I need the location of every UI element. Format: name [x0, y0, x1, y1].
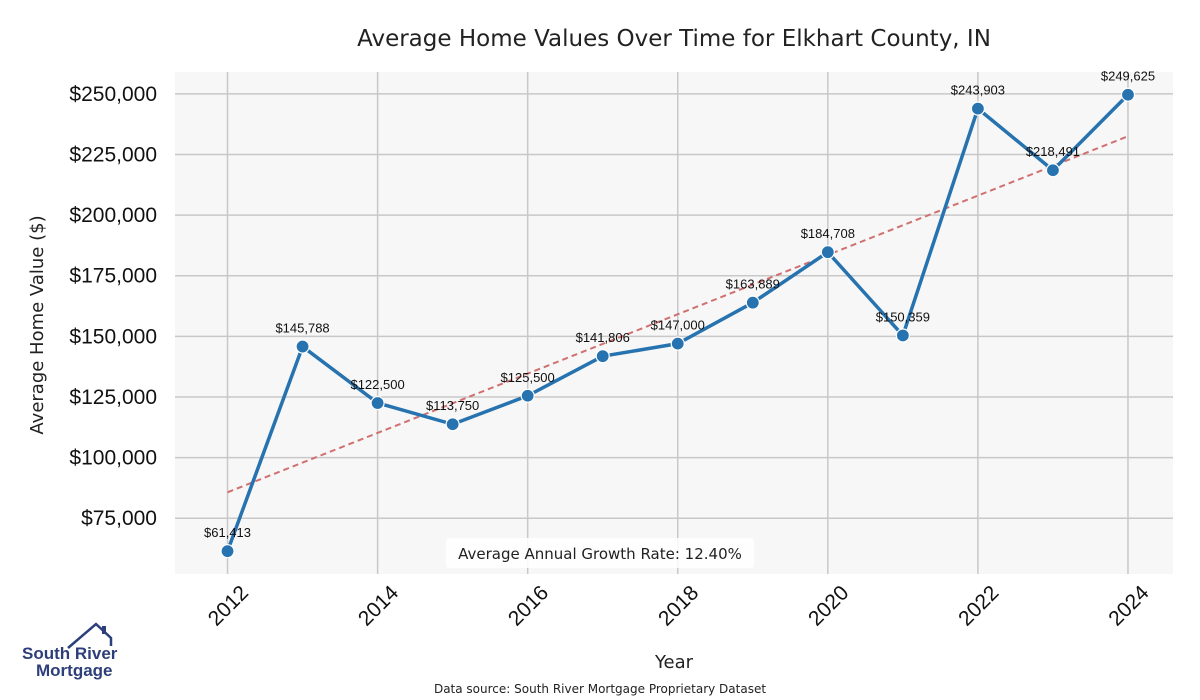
company-logo: South River Mortgage: [22, 622, 118, 680]
data-label: $125,500: [501, 370, 555, 385]
y-tick-label: $125,000: [69, 386, 157, 409]
y-tick-label: $150,000: [69, 325, 157, 348]
y-tick-label: $175,000: [69, 265, 157, 288]
data-point: [895, 328, 910, 343]
data-point: [670, 336, 685, 351]
data-point: [220, 544, 235, 559]
x-tick-label: 2022: [954, 581, 1003, 630]
data-label: $150,359: [876, 309, 930, 324]
data-label: $184,708: [801, 226, 855, 241]
data-label: $141,806: [576, 330, 630, 345]
data-point: [295, 339, 310, 354]
data-point: [970, 101, 986, 116]
grid-lines: [175, 72, 1173, 574]
data-point: [520, 388, 535, 403]
data-label: $61,413: [204, 525, 251, 540]
data-point: [370, 395, 385, 411]
data-label: $145,788: [275, 321, 329, 336]
chimney-icon: [102, 626, 106, 634]
y-tick-label: $200,000: [69, 204, 157, 227]
data-point: [820, 245, 835, 260]
data-point: [1120, 87, 1136, 102]
x-tick-label: 2018: [654, 581, 703, 630]
y-axis-label: Average Home Value ($): [27, 215, 48, 434]
x-tick-label: 2014: [354, 581, 404, 631]
x-axis-ticks: 2012 2014 2016 2018 2020 2022 2024: [204, 581, 1154, 631]
data-point: [445, 417, 460, 432]
data-point: [1045, 163, 1061, 178]
y-tick-label: $250,000: [69, 83, 157, 106]
chart-title: Average Home Values Over Time for Elkhar…: [357, 26, 991, 52]
data-label: $113,750: [426, 398, 479, 413]
logo-line2: Mortgage: [36, 661, 113, 680]
growth-rate-box: Average Annual Growth Rate: 12.40%: [446, 538, 754, 568]
x-tick-label: 2016: [504, 581, 553, 630]
data-labels: $61,413 $145,788 $122,500 $113,750 $125,500 $…: [204, 69, 1155, 540]
x-tick-label: 2012: [204, 581, 253, 630]
data-points: [220, 87, 1136, 559]
plot-area: [175, 72, 1173, 574]
x-tick-label: 2024: [1104, 581, 1154, 631]
y-tick-label: $100,000: [69, 447, 157, 470]
x-tick-label: 2020: [804, 581, 853, 630]
data-label: $249,625: [1101, 69, 1155, 84]
y-tick-label: $75,000: [81, 507, 157, 530]
data-label: $122,500: [350, 377, 404, 392]
growth-rate-annotation: Average Annual Growth Rate: 12.40%: [458, 545, 742, 563]
data-label: $147,000: [651, 318, 705, 333]
data-label: $163,889: [726, 277, 780, 292]
x-axis-label: Year: [654, 652, 694, 673]
data-label: $218,491: [1026, 144, 1080, 159]
data-point: [595, 349, 610, 364]
data-label: $243,903: [951, 83, 1005, 98]
trend-line: [227, 135, 1129, 494]
y-tick-label: $225,000: [69, 143, 157, 166]
data-point: [745, 295, 760, 310]
data-source: Data source: South River Mortgage Propri…: [434, 682, 766, 696]
y-axis-ticks: $75,000 $100,000 $125,000 $150,000 $175,000 $…: [69, 83, 157, 530]
logo-line1: South River: [22, 644, 118, 663]
